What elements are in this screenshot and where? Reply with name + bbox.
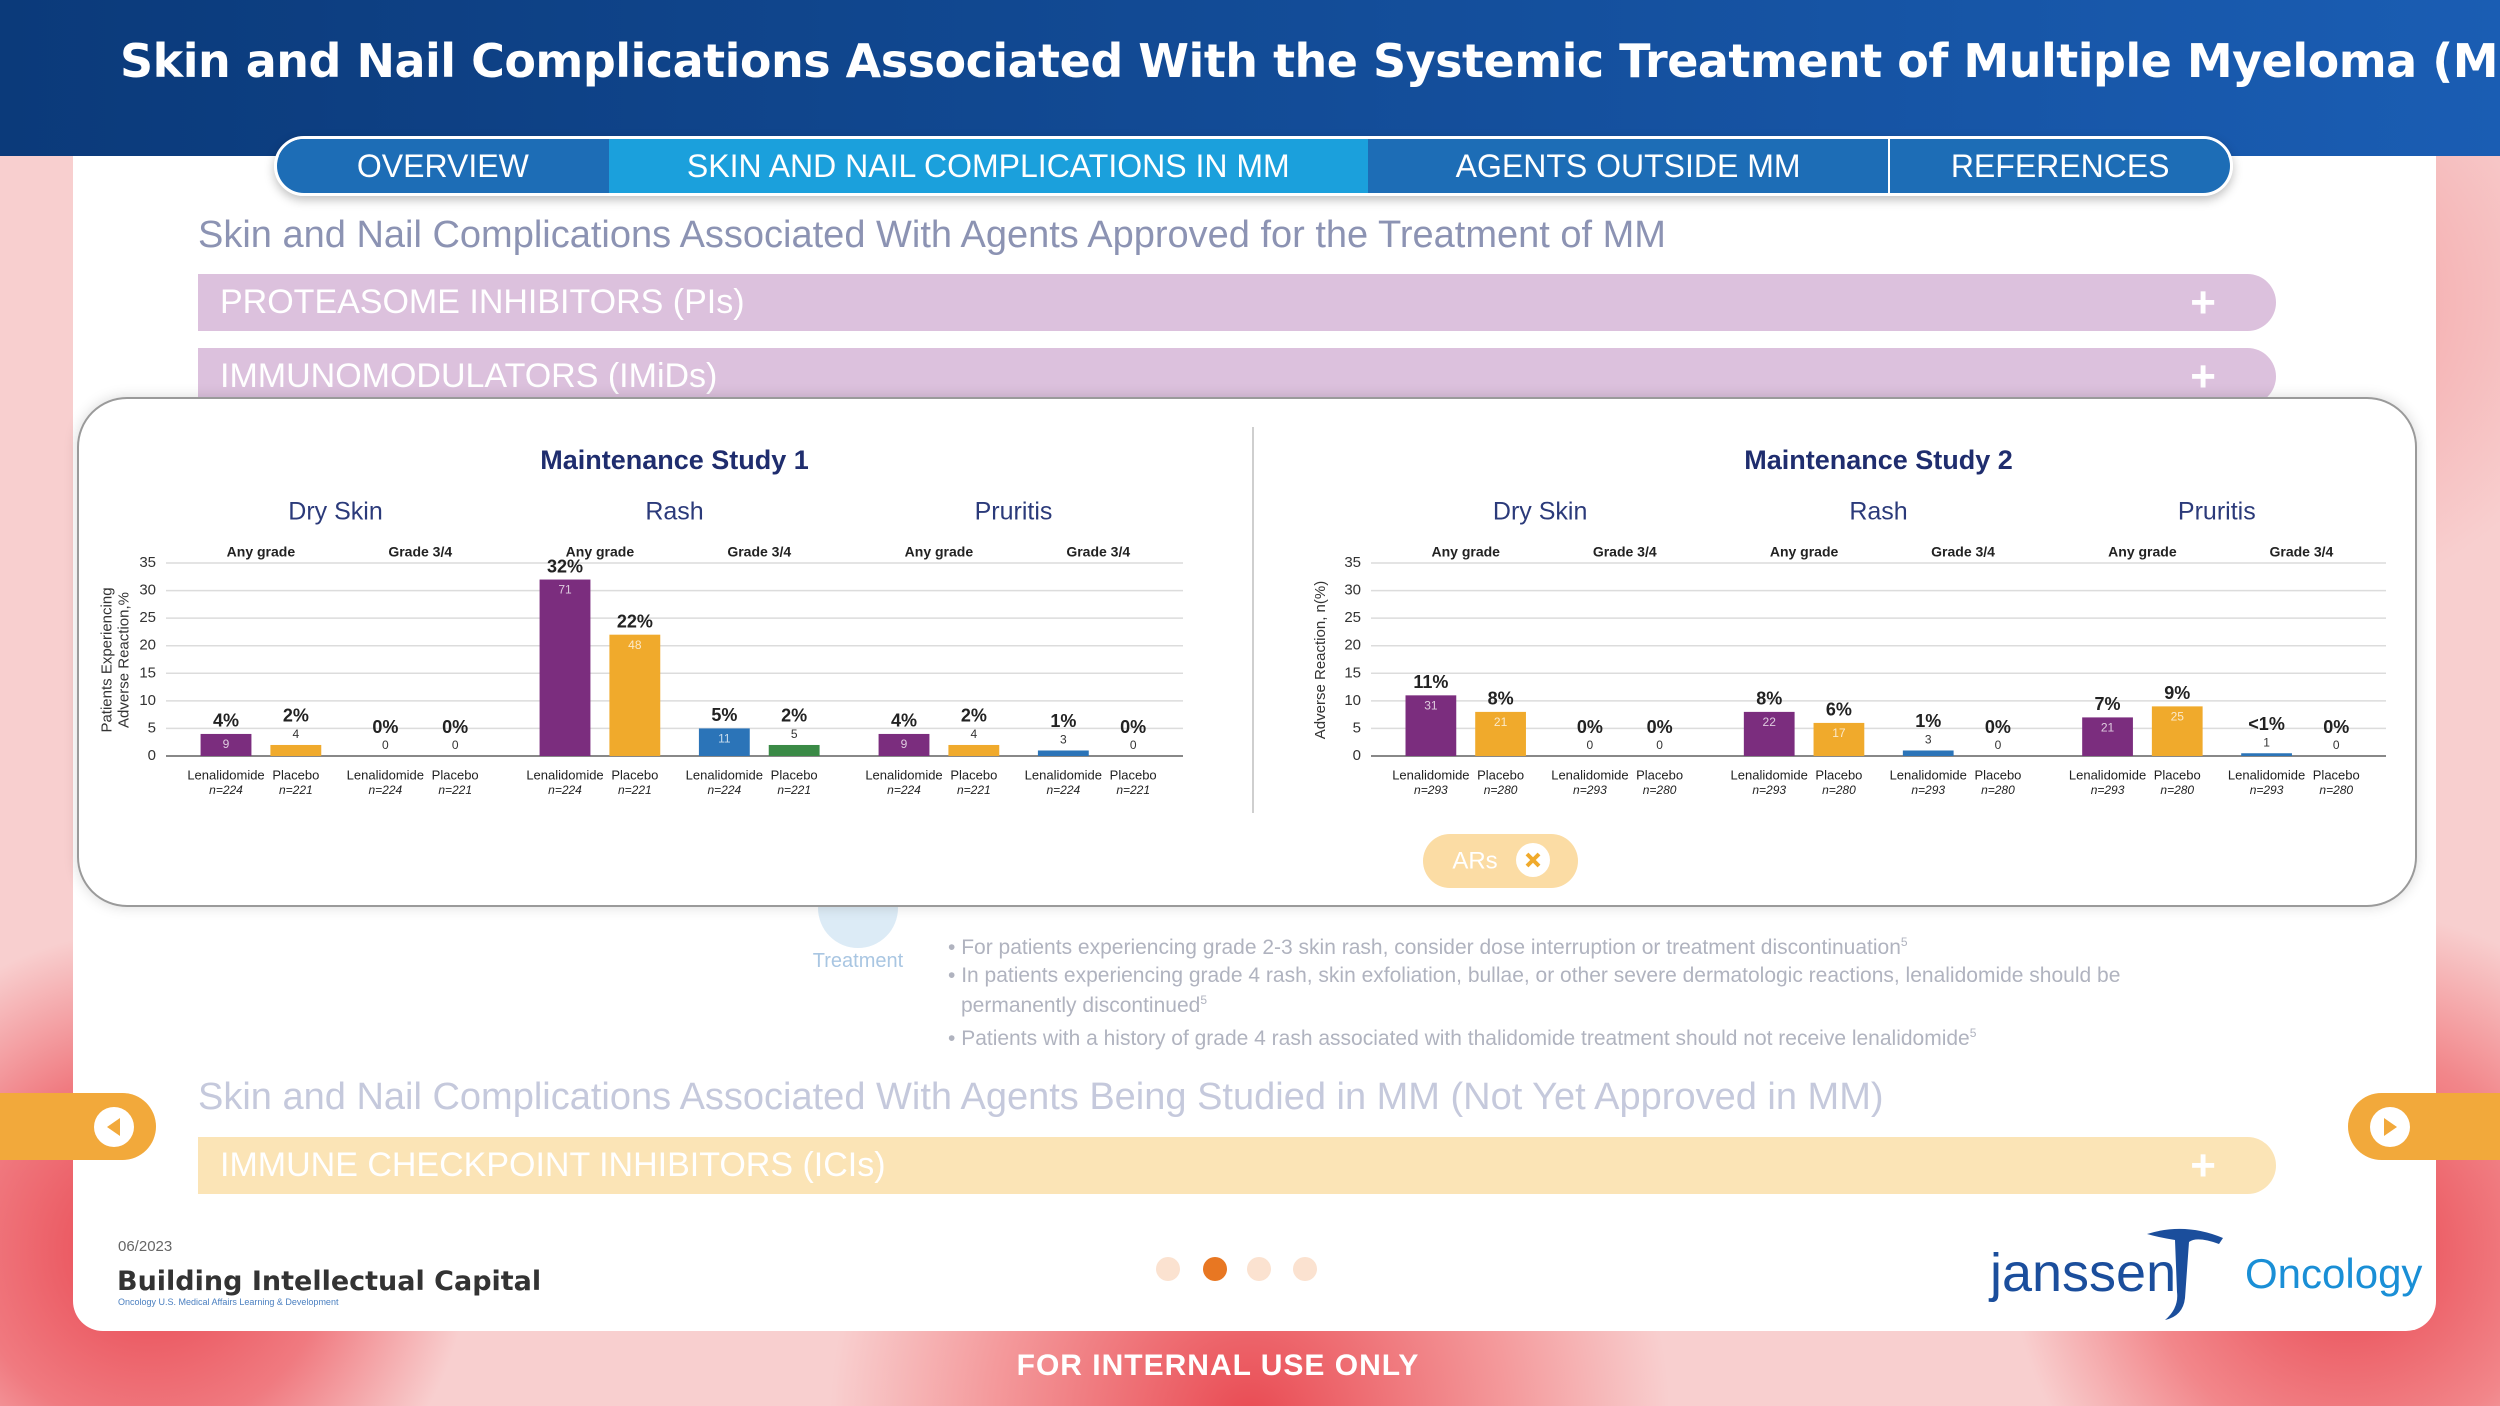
arrow-glyph xyxy=(107,1118,120,1136)
arrow-glyph xyxy=(2384,1118,2397,1136)
next-icon xyxy=(2370,1107,2410,1147)
section-heading: Skin and Nail Complications Associated W… xyxy=(198,214,1666,256)
treatment-label: Treatment xyxy=(812,950,904,972)
expand-icon: + xyxy=(2190,351,2216,401)
reference: 5 xyxy=(1969,1026,1977,1040)
prev-button[interactable] xyxy=(0,1093,156,1160)
nav-tab[interactable]: REFERENCES xyxy=(1890,139,2230,193)
expand-icon: + xyxy=(2190,1140,2216,1190)
bullet-text: For patients experiencing grade 2-3 skin… xyxy=(961,936,1901,959)
accordion-label: PROTEASOME INHIBITORS (PIs) xyxy=(220,283,745,321)
accordion[interactable]: IMMUNE CHECKPOINT INHIBITORS (ICIs) + xyxy=(198,1137,2276,1194)
accordion[interactable]: PROTEASOME INHIBITORS (PIs) + xyxy=(198,274,2276,331)
date: 06/2023 xyxy=(118,1238,173,1255)
next-button[interactable] xyxy=(2348,1093,2500,1160)
logo: janssen xyxy=(1990,1243,2177,1303)
bullet-text: Patients with a history of grade 4 rash … xyxy=(961,1027,1970,1050)
reference: 5 xyxy=(1900,935,1908,949)
nav-tab[interactable]: OVERVIEW xyxy=(277,139,609,193)
bullet: • In patients experiencing grade 4 rash,… xyxy=(948,964,2121,1017)
page-dot[interactable] xyxy=(1293,1257,1317,1281)
section-heading: Skin and Nail Complications Associated W… xyxy=(198,1076,1884,1118)
reference: 5 xyxy=(1200,993,1208,1007)
header-bar xyxy=(0,0,2500,156)
nav-tab[interactable]: AGENTS OUTSIDE MM xyxy=(1367,139,1891,193)
page-dot[interactable] xyxy=(1247,1257,1271,1281)
page-dot-active[interactable] xyxy=(1203,1257,1227,1281)
page-title: Skin and Nail Complications Associated W… xyxy=(120,34,2500,88)
bullet: • For patients experiencing grade 2-3 sk… xyxy=(948,935,1908,959)
prev-icon xyxy=(94,1107,134,1147)
expand-icon: + xyxy=(2190,277,2216,327)
logo-sub: Oncology xyxy=(2245,1250,2423,1297)
accordion[interactable]: IMMUNOMODULATORS (IMiDs) + xyxy=(198,348,2276,405)
chart-popup xyxy=(77,397,2417,907)
brand: Building Intellectual Capital xyxy=(117,1266,542,1297)
brand-sub: Oncology U.S. Medical Affairs Learning &… xyxy=(118,1297,339,1307)
logo-mark xyxy=(2147,1228,2223,1320)
notice: FOR INTERNAL USE ONLY xyxy=(1016,1349,1420,1382)
page-dot[interactable] xyxy=(1156,1257,1180,1281)
bullet-text: In patients experiencing grade 4 rash, s… xyxy=(961,964,2121,1017)
nav-tab-active[interactable]: SKIN AND NAIL COMPLICATIONS IN MM xyxy=(608,139,1368,193)
accordion-label: IMMUNE CHECKPOINT INHIBITORS (ICIs) xyxy=(220,1146,886,1184)
nav-bar: OVERVIEW SKIN AND NAIL COMPLICATIONS IN … xyxy=(274,136,2233,196)
accordion-label: IMMUNOMODULATORS (IMiDs) xyxy=(220,357,718,395)
bullet: • Patients with a history of grade 4 ras… xyxy=(948,1026,1977,1050)
